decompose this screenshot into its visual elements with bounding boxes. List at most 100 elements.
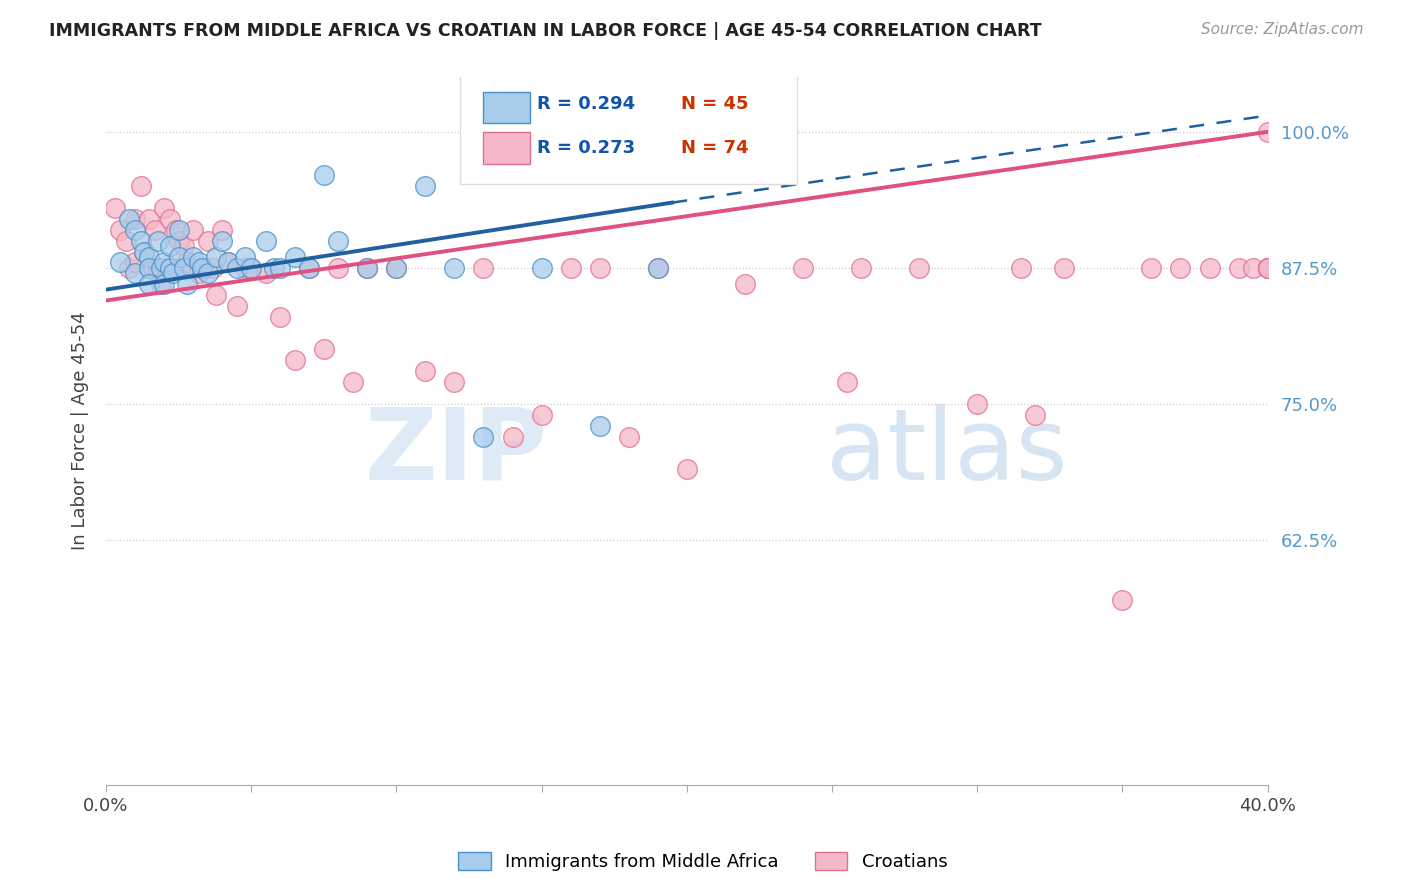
Point <box>197 266 219 280</box>
Point <box>159 260 181 275</box>
Point <box>1111 592 1133 607</box>
Point <box>104 201 127 215</box>
Point <box>263 260 285 275</box>
Point <box>124 255 146 269</box>
Point <box>176 255 198 269</box>
Point <box>129 179 152 194</box>
Point <box>190 260 212 275</box>
Text: N = 74: N = 74 <box>681 139 748 157</box>
Point <box>240 260 263 275</box>
Point <box>181 223 204 237</box>
Point <box>342 375 364 389</box>
Point <box>1024 408 1046 422</box>
Point <box>167 223 190 237</box>
Text: IMMIGRANTS FROM MIDDLE AFRICA VS CROATIAN IN LABOR FORCE | AGE 45-54 CORRELATION: IMMIGRANTS FROM MIDDLE AFRICA VS CROATIA… <box>49 22 1042 40</box>
Point <box>530 408 553 422</box>
Point <box>312 169 335 183</box>
Point <box>588 418 610 433</box>
Point <box>1241 260 1264 275</box>
Point <box>254 266 277 280</box>
Point <box>159 211 181 226</box>
Point <box>225 299 247 313</box>
Point <box>148 234 170 248</box>
Point <box>187 255 209 269</box>
Point <box>167 250 190 264</box>
Point <box>502 429 524 443</box>
Point <box>792 260 814 275</box>
Point <box>1257 260 1279 275</box>
Point <box>138 260 160 275</box>
Point <box>240 260 263 275</box>
Point <box>1257 260 1279 275</box>
Point <box>167 260 190 275</box>
Point <box>356 260 378 275</box>
Point <box>225 260 247 275</box>
FancyBboxPatch shape <box>484 92 530 123</box>
FancyBboxPatch shape <box>460 74 797 184</box>
Point <box>217 255 239 269</box>
Point <box>1140 260 1163 275</box>
Point <box>211 223 233 237</box>
Point <box>254 234 277 248</box>
Point <box>284 353 307 368</box>
Point <box>1257 125 1279 139</box>
Point <box>110 255 132 269</box>
Legend: Immigrants from Middle Africa, Croatians: Immigrants from Middle Africa, Croatians <box>451 845 955 879</box>
Point <box>385 260 408 275</box>
Point <box>233 260 256 275</box>
Point <box>205 250 228 264</box>
Point <box>734 277 756 292</box>
Point <box>132 244 155 259</box>
Point <box>176 277 198 292</box>
Point <box>187 266 209 280</box>
Point <box>115 234 138 248</box>
Text: atlas: atlas <box>827 404 1067 500</box>
Text: N = 45: N = 45 <box>681 95 748 113</box>
Point <box>143 223 166 237</box>
Point <box>966 397 988 411</box>
Point <box>173 260 195 275</box>
Point <box>124 211 146 226</box>
Text: R = 0.294: R = 0.294 <box>537 95 636 113</box>
Point <box>647 260 669 275</box>
Point <box>118 260 141 275</box>
Point <box>1257 260 1279 275</box>
Point <box>443 260 465 275</box>
Point <box>173 239 195 253</box>
Y-axis label: In Labor Force | Age 45-54: In Labor Force | Age 45-54 <box>72 312 89 550</box>
Point <box>560 260 582 275</box>
Point <box>181 260 204 275</box>
Point <box>124 223 146 237</box>
Point <box>205 288 228 302</box>
Point <box>162 266 184 280</box>
Point <box>1257 260 1279 275</box>
Point <box>385 260 408 275</box>
Point <box>132 244 155 259</box>
Point <box>1257 260 1279 275</box>
Point <box>415 364 437 378</box>
Point <box>908 260 931 275</box>
Point <box>284 250 307 264</box>
Text: ZIP: ZIP <box>364 404 547 500</box>
Point <box>617 429 640 443</box>
Point <box>138 260 160 275</box>
Point <box>1053 260 1076 275</box>
Point <box>269 260 291 275</box>
Text: Source: ZipAtlas.com: Source: ZipAtlas.com <box>1201 22 1364 37</box>
Point <box>148 266 170 280</box>
Point <box>269 310 291 324</box>
Point <box>150 260 173 275</box>
Point <box>153 201 176 215</box>
Point <box>849 260 872 275</box>
Point <box>181 250 204 264</box>
Point <box>356 260 378 275</box>
Point <box>588 260 610 275</box>
Point <box>153 277 176 292</box>
Point <box>165 223 187 237</box>
Point <box>138 250 160 264</box>
Point <box>328 234 350 248</box>
Point <box>530 260 553 275</box>
Point <box>675 462 697 476</box>
Point <box>110 223 132 237</box>
Point <box>153 255 176 269</box>
